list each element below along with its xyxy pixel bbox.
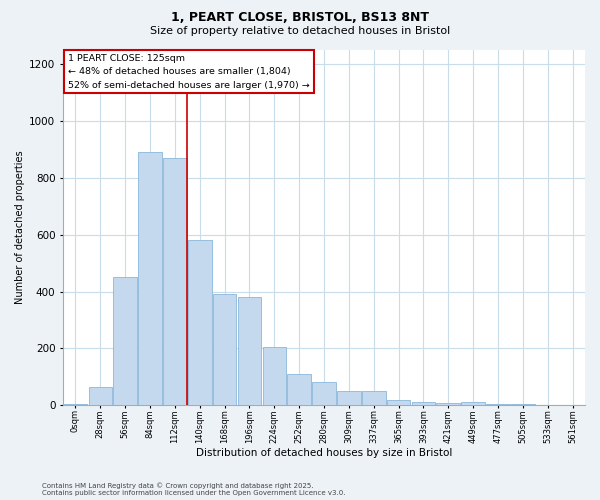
Bar [312, 382, 336, 405]
Bar [536, 404, 560, 405]
Bar [238, 297, 261, 405]
Bar [138, 152, 162, 405]
Bar [113, 278, 137, 405]
Bar [89, 386, 112, 405]
Text: Contains HM Land Registry data © Crown copyright and database right 2025.
Contai: Contains HM Land Registry data © Crown c… [42, 482, 346, 496]
Bar [362, 391, 386, 405]
Bar [213, 294, 236, 405]
Y-axis label: Number of detached properties: Number of detached properties [15, 151, 25, 304]
Bar [337, 391, 361, 405]
Bar [188, 240, 212, 405]
Bar [461, 402, 485, 405]
Bar [412, 402, 435, 405]
Bar [263, 347, 286, 405]
Text: 1, PEART CLOSE, BRISTOL, BS13 8NT: 1, PEART CLOSE, BRISTOL, BS13 8NT [171, 11, 429, 24]
Bar [287, 374, 311, 405]
Bar [436, 403, 460, 405]
Bar [486, 404, 510, 405]
Bar [511, 404, 535, 405]
Text: 1 PEART CLOSE: 125sqm
← 48% of detached houses are smaller (1,804)
52% of semi-d: 1 PEART CLOSE: 125sqm ← 48% of detached … [68, 54, 310, 90]
Bar [163, 158, 187, 405]
Bar [64, 404, 87, 405]
X-axis label: Distribution of detached houses by size in Bristol: Distribution of detached houses by size … [196, 448, 452, 458]
Bar [387, 400, 410, 405]
Bar [561, 404, 584, 405]
Text: Size of property relative to detached houses in Bristol: Size of property relative to detached ho… [150, 26, 450, 36]
